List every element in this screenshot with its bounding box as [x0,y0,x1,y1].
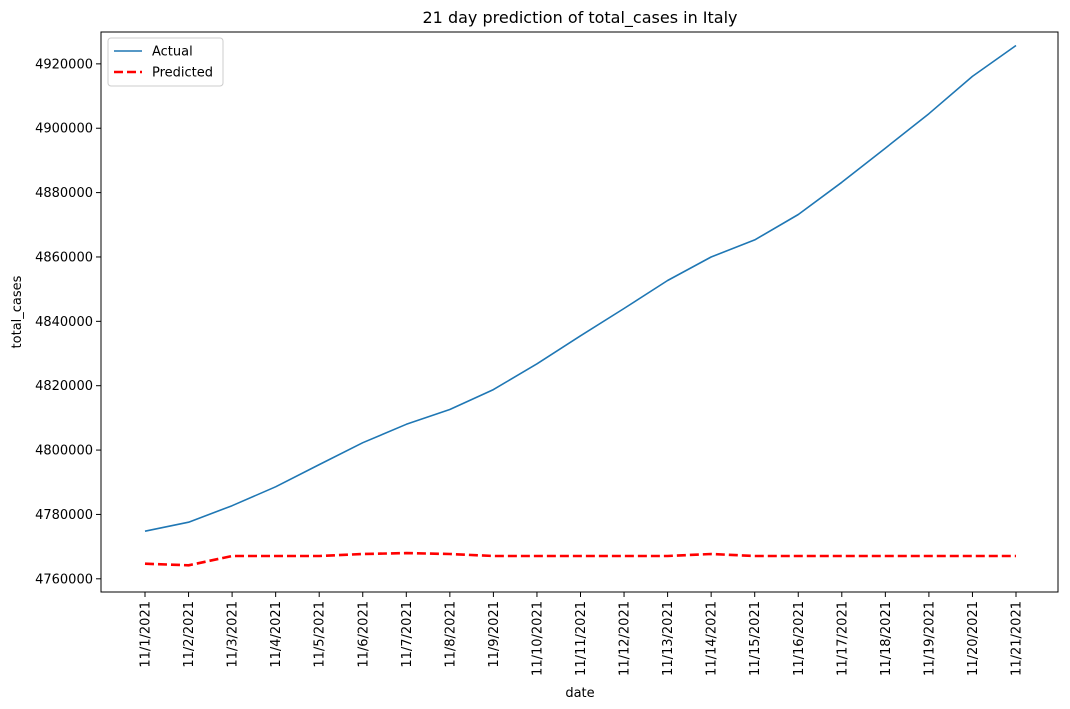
y-tick-label: 4900000 [35,122,93,137]
x-tick-label: 11/17/2021 [835,601,850,676]
legend: Actual Predicted [107,37,224,87]
y-tick-label: 4920000 [35,57,93,72]
x-tick-label: 11/1/2021 [139,601,154,668]
y-tick-label: 4780000 [35,508,93,523]
y-tick-label: 4860000 [35,250,93,265]
plot-lines [144,44,1017,567]
x-tick-label: 11/16/2021 [792,601,807,676]
y-tick-label: 4820000 [35,379,93,394]
plot-frame [100,31,1059,593]
x-tick-label: 11/8/2021 [443,601,458,668]
x-tick-label: 11/3/2021 [226,601,241,668]
legend-label-predicted: Predicted [152,66,213,81]
y-axis: 4760000 4780000 4800000 4820000 4840000 48600… [35,57,101,587]
x-tick-label: 11/20/2021 [966,601,981,676]
x-tick-label: 11/5/2021 [313,601,328,668]
series-line-predicted [144,551,1016,567]
x-axis: 11/1/2021 11/2/2021 11/3/2021 11/4/2021 11/5… [139,592,1025,676]
x-axis-label: date [565,686,594,701]
y-tick-label: 4800000 [35,444,93,459]
x-tick-label: 11/2/2021 [182,601,197,668]
x-tick-label: 11/21/2021 [1010,601,1025,676]
x-tick-label: 11/19/2021 [922,601,937,676]
x-tick-label: 11/7/2021 [400,601,415,668]
x-tick-label: 11/18/2021 [879,601,894,676]
chart-title: 21 day prediction of total_cases in Ital… [423,8,738,28]
legend-label-actual: Actual [152,45,193,60]
y-tick-label: 4840000 [35,315,93,330]
legend-items: Actual Predicted [114,45,213,81]
x-tick-label: 11/6/2021 [356,601,371,668]
x-tick-label: 11/14/2021 [705,601,720,676]
x-tick-label: 11/13/2021 [661,601,676,676]
y-tick-label: 4880000 [35,186,93,201]
x-tick-label: 11/10/2021 [530,601,545,676]
x-tick-label: 11/4/2021 [269,601,284,668]
y-tick-label: 4760000 [35,572,93,587]
x-tick-label: 11/12/2021 [618,601,633,676]
series-line-actual [144,44,1017,532]
y-axis-label: total_cases [10,275,25,348]
legend-box [107,37,224,87]
x-tick-label: 11/9/2021 [487,601,502,668]
x-tick-label: 11/15/2021 [748,601,763,676]
x-tick-label: 11/11/2021 [574,601,589,676]
